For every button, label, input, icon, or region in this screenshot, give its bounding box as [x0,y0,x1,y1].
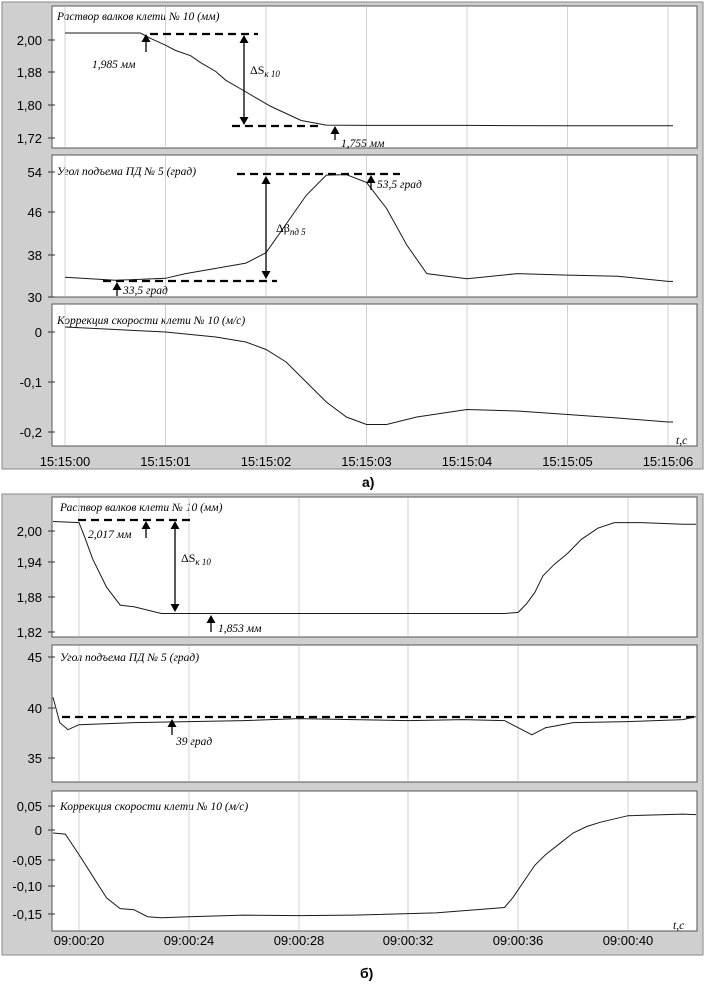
delta-arrow-head-up [170,521,180,529]
y-tick-label: 45 [28,650,42,665]
caption-a: а) [362,474,374,490]
panel-lift-angle: Угол подъема ПД № 5 (град) 54 46 38 30 53,5 … [28,154,698,305]
annotation-label: 1,755 мм [341,138,385,150]
x-tick-label: 09:00:36 [493,933,544,948]
series-line [65,32,673,127]
x-tick-label: 15:15:02 [241,454,292,469]
annotation-label: 2,017 мм [88,529,132,541]
delta-arrow-head-down [239,117,249,125]
panel-speed-correction: Коррекция скорости клети № 10 (м/с) 0 -0,… [20,303,698,447]
x-tick-label: 09:00:32 [383,933,434,948]
x-tick-label: 09:00:20 [54,933,105,948]
annotation-label: 33,5 град [122,285,168,297]
series-line [64,326,673,425]
panel-speed-correction-title: Коррекция скорости клети № 10 (м/с) [56,315,245,327]
panel-roll-gap-plot [51,496,698,638]
y-tick-label: 46 [28,205,42,220]
delta-arrow-head-up [261,176,271,184]
y-tick-label: 1,88 [17,590,42,605]
delta-arrow-head-up [239,35,249,43]
y-tick-label: -0,2 [20,425,42,440]
annotation-label: 1,985 мм [92,59,136,71]
panel-speed-correction-plot [51,303,698,447]
y-tick-label: 35 [28,751,42,766]
y-tick-label: 1,82 [17,625,42,640]
figure-b: Раствор валков клети № 10 (мм) 2,00 1,94 1… [1,493,704,981]
caption-b: б) [360,965,373,981]
annotation-label: 1,853 мм [218,623,262,635]
y-tick-label: 1,88 [17,65,42,80]
panel-lift-angle-plot [51,644,698,783]
pointer-arrow-head [366,175,376,183]
x-unit-label: t,c [673,920,684,932]
y-tick-label: 54 [28,165,42,180]
y-tick-label: -0,10 [12,879,42,894]
y-tick-label: 1,80 [17,98,42,113]
y-tick-label: 1,72 [17,131,42,146]
x-tick-label: 15:15:06 [643,454,694,469]
delta-arrow-head-down [261,271,271,279]
panel-speed-correction-plot [51,790,698,932]
pointer-arrow-head [330,126,340,134]
panel-lift-angle-title: Угол подъема ПД № 5 (град) [57,166,196,178]
y-tick-label: 2,00 [17,33,42,48]
x-tick-label: 09:00:40 [603,933,654,948]
y-tick-label: 40 [28,701,42,716]
series-line [52,813,697,919]
panel-roll-gap: Раствор валков клети № 10 (мм) 2,00 1,94 1… [17,496,698,640]
y-tick-label: 30 [28,290,42,305]
x-tick-label: 15:15:04 [442,454,493,469]
y-tick-label: 1,94 [17,555,42,570]
panel-lift-angle-title: Угол подъема ПД № 5 (град) [60,652,199,664]
y-tick-label: 0 [35,325,42,340]
panel-lift-angle: Угол подъема ПД № 5 (град) 45 40 35 39 град [28,644,698,783]
pointer-arrow-head [112,282,122,290]
delta-s-label: ΔSк 10 [250,63,280,79]
annotation-label: 39 град [175,736,212,748]
series-line [52,697,697,736]
delta-arrow-head-down [170,604,180,612]
y-tick-label: -0,05 [12,853,42,868]
pointer-arrow-head [206,615,216,623]
delta-beta-label: Δβпд 5 [276,221,306,237]
panel-roll-gap-title: Раствор валков клети № 10 (мм) [59,502,223,514]
pointer-arrow-head [167,719,177,727]
series-line [52,521,696,614]
pointer-arrow-head [141,521,151,529]
figure-a: Раствор валков клети № 10 (мм) 2,00 1,88 1… [1,1,704,490]
panel-roll-gap-plot [51,5,698,149]
panel-roll-gap-title: Раствор валков клети № 10 (мм) [56,11,220,23]
y-tick-label: 0 [35,823,42,838]
panel-speed-correction-title: Коррекция скорости клети № 10 (м/с) [59,801,248,813]
delta-s-label: ΔSк 10 [181,551,211,567]
y-tick-label: 38 [28,248,42,263]
y-tick-label: 2,00 [17,524,42,539]
x-tick-label: 09:00:24 [164,933,215,948]
y-tick-label: -0,15 [12,907,42,922]
annotation-label: 53,5 град [377,179,422,191]
x-tick-label: 15:15:01 [140,454,191,469]
x-tick-label: 09:00:28 [274,933,325,948]
x-tick-label: 15:15:00 [40,454,91,469]
panel-lift-angle-plot [51,154,698,298]
x-tick-label: 15:15:05 [542,454,593,469]
panel-roll-gap: Раствор валков клети № 10 (мм) 2,00 1,88 1… [17,5,698,150]
panel-speed-correction: Коррекция скорости клети № 10 (м/с) 0,05… [12,790,698,932]
x-unit-label: t,c [676,435,687,447]
y-tick-label: -0,1 [20,375,42,390]
x-tick-label: 15:15:03 [341,454,392,469]
y-tick-label: 0,05 [17,799,42,814]
pointer-arrow-head [141,34,151,42]
